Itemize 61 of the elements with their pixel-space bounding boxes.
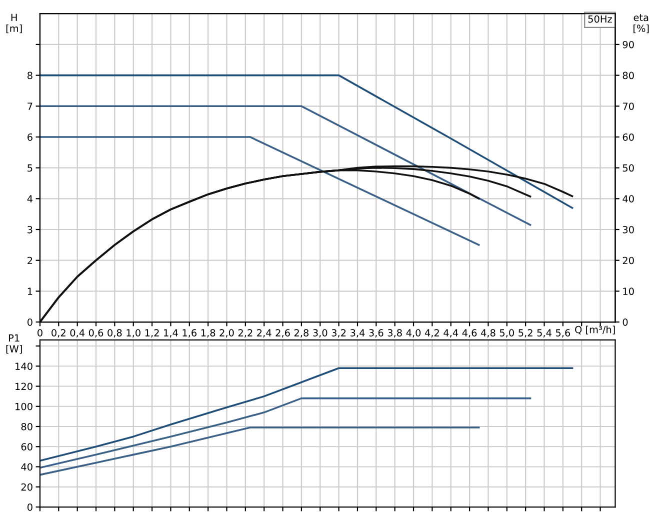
x-tick-label: 0 [38, 329, 42, 336]
x-tick-label: 2,6 [276, 329, 290, 338]
x-tick-label: 1,0 [126, 329, 140, 338]
y-tick-label: 2 [28, 256, 32, 264]
x-tick-label: 1,6 [182, 329, 197, 338]
y-tick-label: 0 [27, 503, 32, 511]
y-tick-label: 6 [28, 133, 32, 141]
y-tick-label: 4 [27, 195, 32, 202]
y-tick-label: 80 [21, 422, 32, 430]
y-tick-label: 100 [16, 402, 32, 410]
x-tick-label: 2,4 [257, 329, 272, 338]
y-tick-label: 20 [21, 483, 32, 491]
y-tick-label: 0 [27, 318, 32, 326]
y-tick-label: 8 [28, 72, 32, 80]
x-tick-label: 3,0 [313, 329, 328, 338]
y-axis-title: P1 [W] [6, 334, 22, 354]
x-tick-label: 4,6 [462, 329, 477, 338]
x-tick-label: 3,2 [332, 329, 346, 338]
y-tick-label: 5 [28, 164, 32, 172]
y-tick-label: 120 [16, 382, 32, 390]
chart-title: 50Hz [588, 15, 612, 23]
x-tick-label: 0,4 [70, 329, 85, 338]
y2-tick-label: 40 [622, 195, 634, 202]
x-axis-title: Q [m³/h] [575, 326, 615, 334]
x-tick-label: 1,8 [201, 329, 216, 338]
y2-tick-label: 20 [622, 256, 634, 264]
x-tick-label: 3,8 [388, 329, 402, 338]
y-tick-label: 1 [28, 288, 32, 295]
y2-tick-label: 90 [622, 40, 634, 48]
x-tick-label: 0,2 [52, 329, 66, 338]
x-tick-label: 0,6 [88, 329, 104, 338]
y2-tick-label: 80 [622, 72, 634, 80]
y2-axis-title: eta [%] [634, 14, 649, 34]
y-tick-label: 7 [28, 102, 32, 110]
x-tick-label: 0,8 [108, 329, 122, 338]
x-tick-label: 2,0 [220, 329, 234, 338]
x-tick-label: 4,8 [480, 329, 496, 338]
x-tick-label: 3,6 [369, 329, 384, 338]
x-tick-label: 4,4 [444, 329, 458, 338]
x-tick-label: 3,4 [350, 329, 365, 338]
x-tick-label: 4,0 [406, 329, 421, 338]
y-tick-label: 140 [16, 362, 32, 370]
x-tick-label: 5,0 [500, 329, 514, 338]
x-tick-label: 2,2 [238, 329, 252, 338]
y2-tick-label: 30 [622, 226, 634, 234]
x-tick-label: 1,2 [145, 329, 159, 338]
x-tick-label: 2,8 [294, 329, 309, 338]
x-tick-label: 5,6 [556, 329, 570, 338]
y2-tick-label: 10 [623, 288, 634, 296]
y-tick-label: 40 [21, 463, 32, 471]
y2-tick-label: 60 [622, 133, 634, 141]
x-tick-label: 4,2 [424, 329, 439, 338]
y2-tick-label: 0 [622, 318, 628, 326]
y-axis-title: H [m] [6, 14, 22, 34]
y-tick-label: 3 [28, 226, 32, 234]
y-tick-label: 60 [21, 443, 32, 450]
x-tick-label: 5,4 [537, 329, 552, 338]
y2-tick-label: 70 [622, 102, 634, 110]
y2-tick-label: 50 [622, 164, 634, 172]
x-tick-label: 1,4 [164, 329, 178, 338]
x-tick-label: 5,2 [518, 329, 532, 338]
